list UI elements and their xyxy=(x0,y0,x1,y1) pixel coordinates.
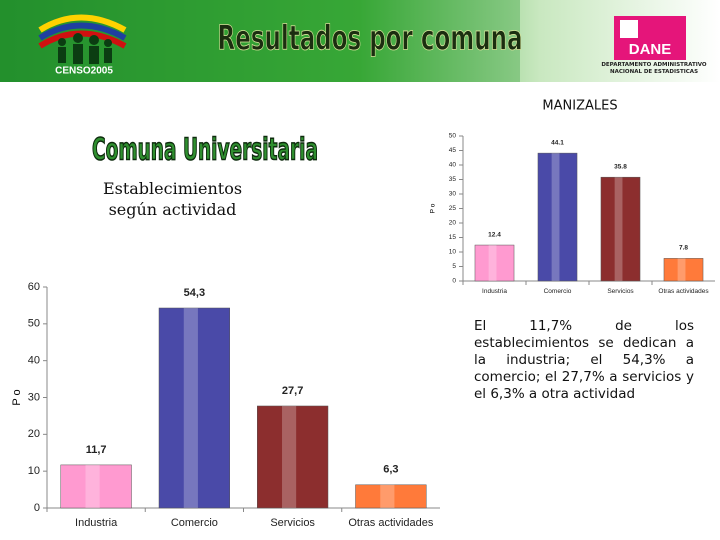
value-label: 35.8 xyxy=(614,163,627,170)
bar-highlight xyxy=(488,245,497,281)
y-tick-label: 45 xyxy=(449,147,457,154)
page-title: Resultados por comuna xyxy=(218,19,523,59)
y-axis-label: P o xyxy=(430,203,437,213)
bar-highlight xyxy=(380,484,395,508)
bar-highlight xyxy=(85,464,100,508)
subtitle: Establecimientos según actividad xyxy=(102,179,243,219)
value-label: 44.1 xyxy=(551,139,564,146)
x-tick-label: Servicios xyxy=(607,288,634,295)
value-label: 6,3 xyxy=(383,464,398,476)
x-tick-label: Otras actividades xyxy=(348,517,433,529)
bar xyxy=(257,405,329,509)
value-label: 7.8 xyxy=(679,245,688,252)
dane-logo-mark xyxy=(620,20,638,38)
x-tick-label: Otras actividades xyxy=(658,288,709,295)
logo-people xyxy=(58,33,112,64)
x-tick-label: Industria xyxy=(482,288,507,295)
bar-highlight xyxy=(282,405,297,508)
y-axis-label: P o xyxy=(11,389,23,405)
logo-text: CENSO2005 xyxy=(55,66,113,77)
value-label: 27,7 xyxy=(282,385,303,397)
bar-highlight xyxy=(183,307,198,508)
dane-logo-text: DANE xyxy=(629,41,672,58)
y-tick-label: 10 xyxy=(449,249,457,256)
agency-name: DEPARTAMENTO ADMINISTRATIVO NACIONAL DE … xyxy=(601,62,707,75)
y-tick-label: 0 xyxy=(34,502,40,514)
logo-arc xyxy=(38,30,127,49)
bar xyxy=(600,176,641,282)
y-tick-label: 20 xyxy=(449,220,457,227)
bar xyxy=(474,244,515,282)
y-tick-label: 20 xyxy=(28,428,40,440)
bar-highlight xyxy=(614,177,623,281)
subtitle-box: Establecimientos según actividad xyxy=(102,179,243,219)
bar-highlight xyxy=(551,153,560,281)
y-tick-label: 30 xyxy=(449,191,457,198)
y-tick-label: 50 xyxy=(28,318,40,330)
y-tick-label: 0 xyxy=(452,278,456,285)
agency-name-box: DEPARTAMENTO ADMINISTRATIVO NACIONAL DE … xyxy=(601,62,707,75)
y-tick-label: 5 xyxy=(452,263,456,270)
y-tick-label: 30 xyxy=(28,391,40,403)
bar xyxy=(663,258,704,282)
y-tick-label: 15 xyxy=(449,234,457,241)
bar-highlight xyxy=(677,258,686,281)
bar xyxy=(355,484,427,509)
x-tick-label: Servicios xyxy=(270,517,315,529)
y-tick-label: 40 xyxy=(28,355,40,367)
value-label: 12.4 xyxy=(488,231,501,238)
x-tick-label: Comercio xyxy=(171,517,218,529)
bar xyxy=(537,152,578,282)
x-tick-label: Industria xyxy=(75,517,118,529)
bar xyxy=(158,307,230,509)
value-label: 11,7 xyxy=(86,444,107,456)
bar xyxy=(60,464,132,509)
city: MANIZALES xyxy=(542,99,617,114)
y-tick-label: 40 xyxy=(449,162,457,169)
y-tick-label: 25 xyxy=(449,205,457,212)
y-tick-label: 60 xyxy=(28,281,40,293)
x-tick-label: Comercio xyxy=(544,288,572,295)
y-tick-label: 10 xyxy=(28,465,40,477)
y-tick-label: 50 xyxy=(449,133,457,140)
description: El 11,7% de los establecimientos se dedi… xyxy=(474,318,694,402)
commune-title: Comuna Universitaria xyxy=(92,133,318,168)
logo-arc xyxy=(38,14,127,33)
logo-arc xyxy=(38,22,127,41)
y-tick-label: 35 xyxy=(449,176,457,183)
value-label: 54,3 xyxy=(184,287,205,299)
header-shade xyxy=(0,0,520,82)
